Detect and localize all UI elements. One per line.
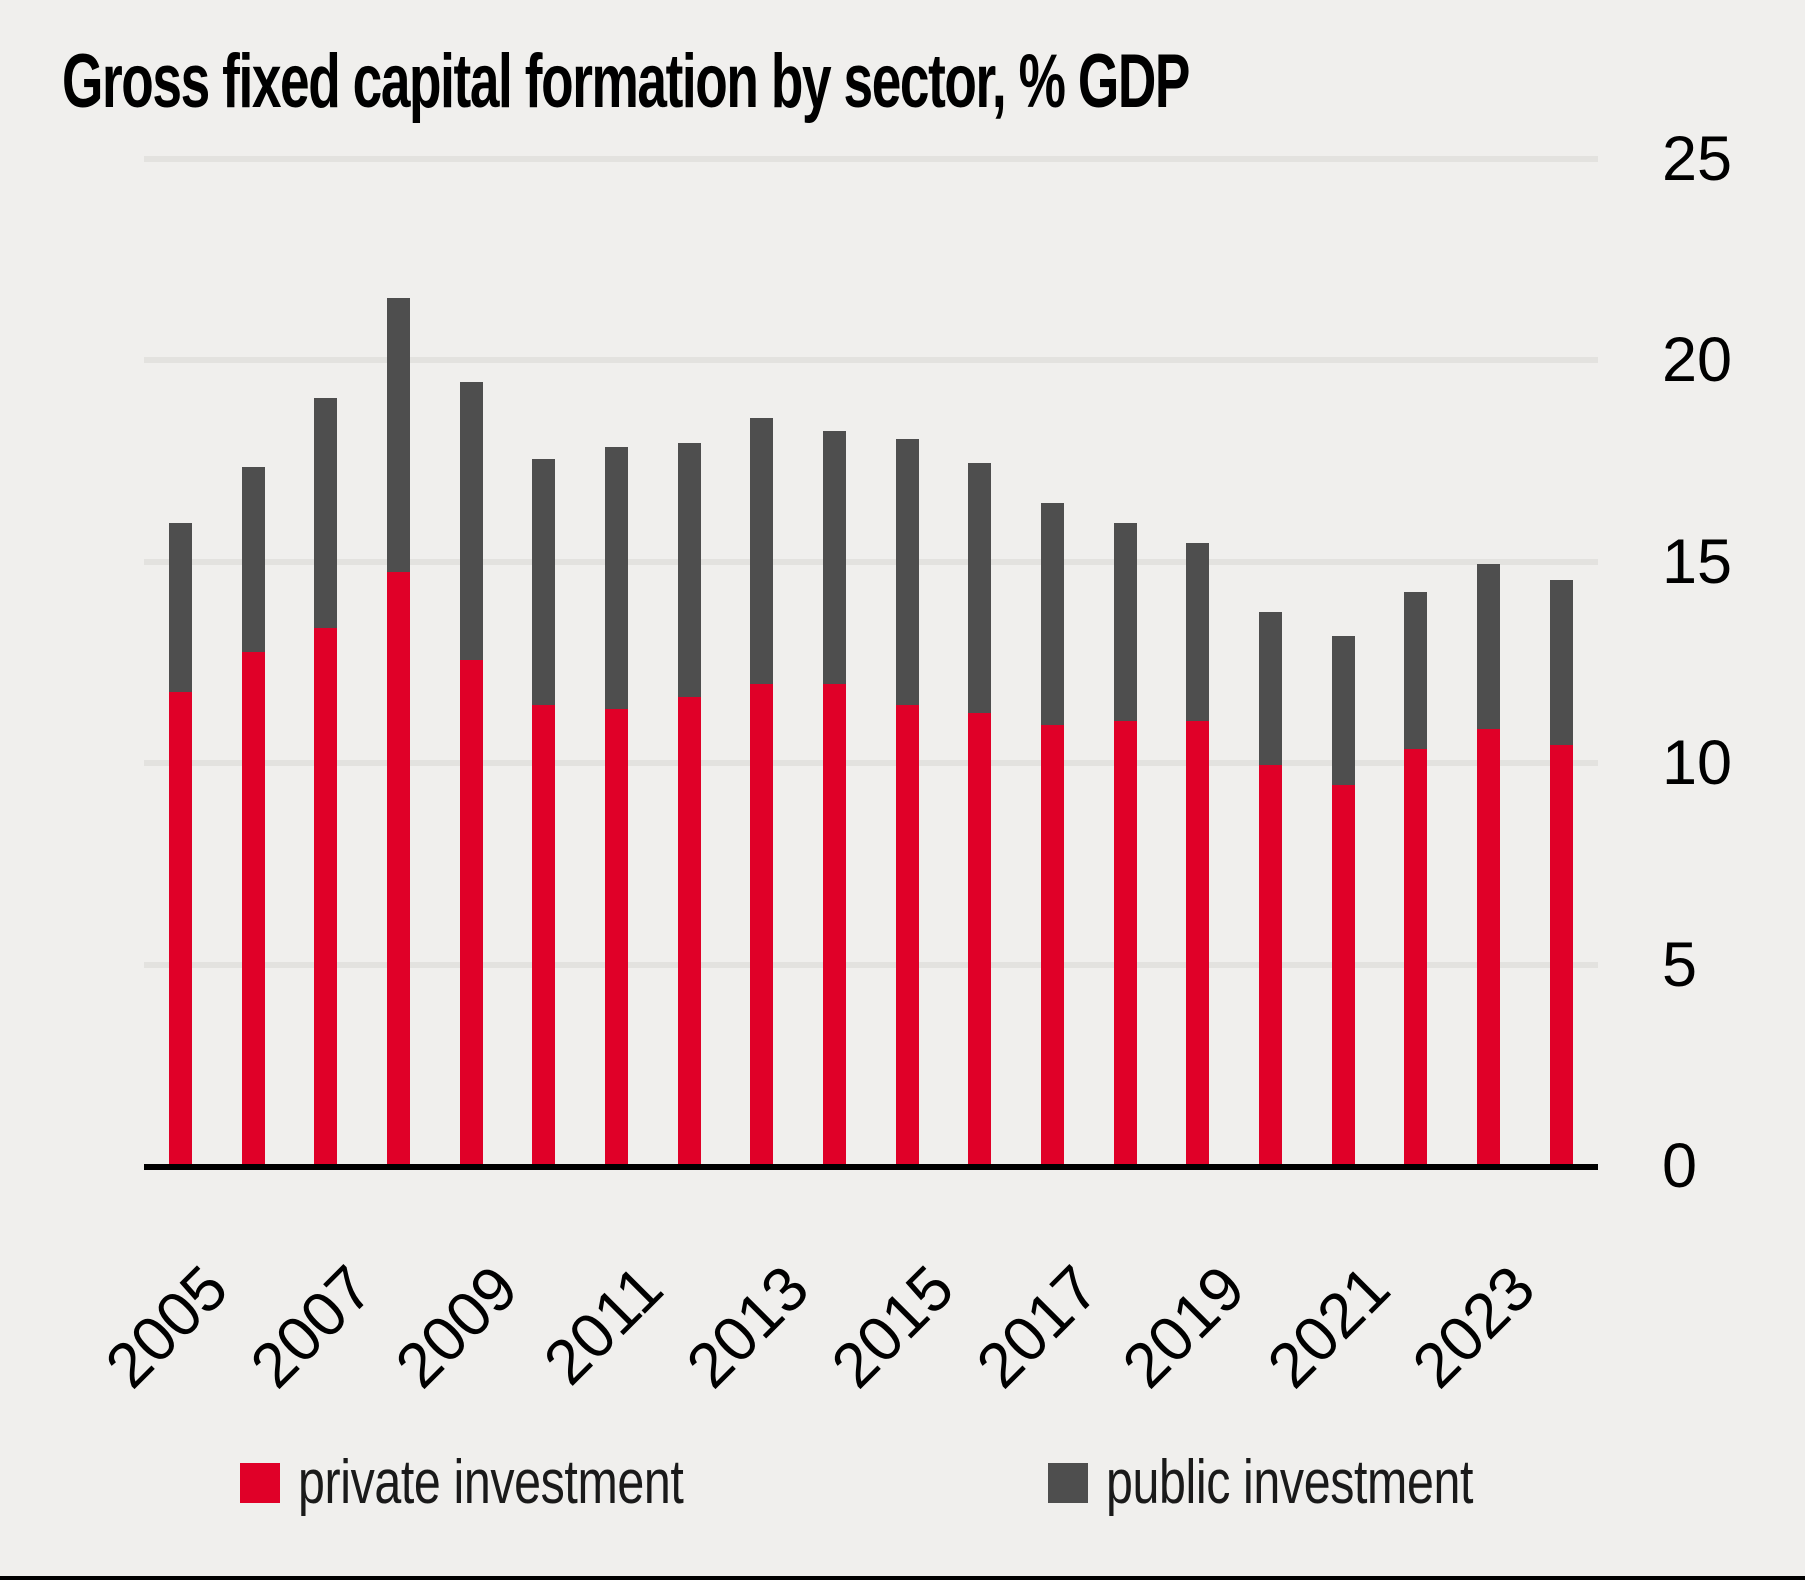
bar-segment-public-2011 xyxy=(604,446,628,709)
bar-segment-public-2020 xyxy=(1258,611,1282,765)
bar-segment-public-2023 xyxy=(1476,563,1500,729)
bar-segment-private-2013 xyxy=(750,684,774,1164)
y-tick-label-15: 15 xyxy=(1662,526,1733,597)
bar-segment-private-2015 xyxy=(895,704,919,1164)
x-axis-line xyxy=(144,1164,1598,1170)
y-tick-label-5: 5 xyxy=(1662,929,1698,1000)
bar-segment-public-2010 xyxy=(532,458,556,705)
x-tick-label-2021: 2021 xyxy=(1254,1252,1404,1402)
x-tick-label-2011: 2011 xyxy=(531,1252,677,1399)
bar-segment-public-2017 xyxy=(1040,503,1064,725)
bottom-rule xyxy=(0,1576,1805,1580)
bar-segment-public-2012 xyxy=(677,442,701,697)
gridline-25 xyxy=(144,155,1598,162)
bar-segment-private-2006 xyxy=(241,652,265,1164)
bar-segment-public-2007 xyxy=(314,398,338,628)
bar-segment-public-2022 xyxy=(1404,591,1428,749)
chart-title: Gross fixed capital formation by sector,… xyxy=(62,39,1190,124)
legend: private investment public investment xyxy=(0,1448,1805,1528)
bar-segment-public-2019 xyxy=(1186,543,1210,721)
legend-label-private: private investment xyxy=(298,1448,684,1517)
bar-segment-private-2010 xyxy=(532,704,556,1164)
gridline-10 xyxy=(144,760,1598,766)
bar-segment-private-2008 xyxy=(386,571,410,1164)
bar-segment-private-2021 xyxy=(1331,785,1355,1164)
legend-label-public: public investment xyxy=(1106,1448,1474,1517)
bar-segment-private-2024 xyxy=(1549,744,1573,1164)
x-tick-label-2009: 2009 xyxy=(382,1252,532,1402)
bar-segment-public-2006 xyxy=(241,466,265,653)
x-tick-label-2019: 2019 xyxy=(1109,1252,1258,1402)
bar-segment-public-2015 xyxy=(895,438,919,705)
x-tick-label-2023: 2023 xyxy=(1399,1252,1549,1402)
bar-segment-public-2009 xyxy=(459,382,483,661)
bar-segment-public-2008 xyxy=(386,297,410,572)
y-tick-label-20: 20 xyxy=(1662,325,1733,395)
bar-segment-public-2005 xyxy=(169,523,192,693)
bar-segment-private-2023 xyxy=(1476,728,1500,1164)
gridline-5 xyxy=(144,961,1598,968)
bar-segment-public-2014 xyxy=(822,430,846,685)
bar-segment-private-2017 xyxy=(1040,724,1064,1164)
bar-segment-private-2019 xyxy=(1186,720,1210,1164)
bar-segment-private-2016 xyxy=(968,712,992,1164)
x-tick-label-2007: 2007 xyxy=(237,1252,387,1402)
private-investment-swatch xyxy=(240,1463,280,1503)
public-investment-swatch xyxy=(1048,1463,1088,1503)
y-tick-label-25: 25 xyxy=(1662,123,1733,194)
bar-segment-public-2013 xyxy=(750,418,774,685)
bar-segment-public-2018 xyxy=(1113,523,1137,721)
bar-segment-private-2011 xyxy=(604,708,628,1164)
bar-segment-private-2005 xyxy=(169,692,192,1164)
bar-segment-public-2021 xyxy=(1331,636,1355,786)
bar-segment-public-2024 xyxy=(1549,579,1573,745)
x-tick-label-2005: 2005 xyxy=(92,1252,241,1402)
gridline-15 xyxy=(144,558,1598,565)
x-tick-label-2017: 2017 xyxy=(964,1252,1113,1402)
gridline-20 xyxy=(144,357,1598,363)
y-tick-label-10: 10 xyxy=(1662,728,1733,798)
x-tick-label-2013: 2013 xyxy=(673,1252,822,1402)
bar-segment-private-2012 xyxy=(677,696,701,1164)
bar-segment-private-2020 xyxy=(1258,765,1282,1164)
bar-segment-private-2022 xyxy=(1404,748,1428,1164)
y-tick-label-0: 0 xyxy=(1662,1131,1698,1201)
bar-segment-public-2016 xyxy=(968,462,992,713)
bar-segment-private-2009 xyxy=(459,660,483,1164)
x-tick-label-2015: 2015 xyxy=(818,1252,968,1402)
bar-segment-private-2007 xyxy=(314,628,338,1164)
bar-segment-private-2014 xyxy=(822,684,846,1164)
bar-segment-private-2018 xyxy=(1113,720,1137,1164)
